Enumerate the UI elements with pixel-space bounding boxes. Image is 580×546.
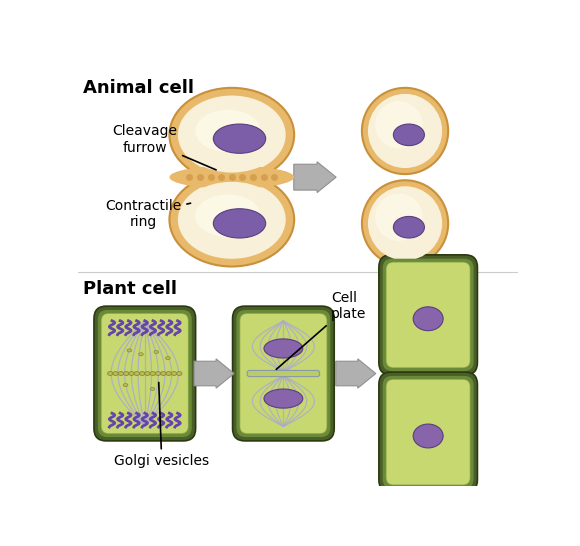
FancyBboxPatch shape bbox=[101, 313, 188, 434]
Ellipse shape bbox=[375, 193, 423, 241]
Text: Golgi vesicles: Golgi vesicles bbox=[114, 382, 209, 468]
Ellipse shape bbox=[108, 372, 113, 376]
FancyBboxPatch shape bbox=[386, 262, 470, 368]
Ellipse shape bbox=[166, 372, 171, 376]
Ellipse shape bbox=[113, 372, 118, 376]
Ellipse shape bbox=[178, 180, 286, 259]
Ellipse shape bbox=[139, 372, 145, 376]
Ellipse shape bbox=[362, 88, 448, 174]
Ellipse shape bbox=[123, 383, 128, 387]
FancyBboxPatch shape bbox=[237, 310, 331, 437]
Ellipse shape bbox=[169, 173, 294, 266]
Ellipse shape bbox=[178, 96, 286, 174]
Ellipse shape bbox=[413, 424, 443, 448]
Ellipse shape bbox=[139, 353, 143, 356]
Ellipse shape bbox=[118, 372, 124, 376]
FancyBboxPatch shape bbox=[386, 380, 470, 484]
FancyBboxPatch shape bbox=[379, 372, 477, 492]
FancyBboxPatch shape bbox=[240, 313, 327, 434]
Text: Cell
plate: Cell plate bbox=[276, 291, 367, 370]
Ellipse shape bbox=[393, 124, 425, 146]
Ellipse shape bbox=[134, 372, 140, 376]
FancyBboxPatch shape bbox=[379, 255, 477, 375]
FancyBboxPatch shape bbox=[98, 310, 192, 437]
Ellipse shape bbox=[165, 357, 170, 360]
Ellipse shape bbox=[124, 372, 129, 376]
FancyBboxPatch shape bbox=[386, 379, 470, 485]
Ellipse shape bbox=[129, 372, 134, 376]
Polygon shape bbox=[194, 359, 234, 388]
Ellipse shape bbox=[127, 349, 132, 352]
Ellipse shape bbox=[179, 182, 285, 257]
Ellipse shape bbox=[362, 180, 448, 266]
FancyBboxPatch shape bbox=[233, 306, 334, 441]
Text: Plant cell: Plant cell bbox=[83, 280, 177, 298]
Ellipse shape bbox=[195, 194, 260, 237]
Text: Animal cell: Animal cell bbox=[83, 79, 194, 97]
FancyBboxPatch shape bbox=[383, 259, 474, 371]
FancyBboxPatch shape bbox=[102, 314, 188, 433]
Ellipse shape bbox=[179, 97, 285, 173]
Ellipse shape bbox=[150, 387, 155, 390]
FancyBboxPatch shape bbox=[383, 376, 474, 488]
Ellipse shape bbox=[155, 372, 161, 376]
Ellipse shape bbox=[264, 339, 303, 358]
Ellipse shape bbox=[368, 94, 442, 168]
Ellipse shape bbox=[213, 124, 266, 153]
Ellipse shape bbox=[413, 307, 443, 331]
Ellipse shape bbox=[176, 372, 182, 376]
Text: Cleavage
furrow: Cleavage furrow bbox=[113, 124, 216, 170]
Ellipse shape bbox=[264, 389, 303, 408]
FancyBboxPatch shape bbox=[247, 370, 320, 377]
FancyBboxPatch shape bbox=[240, 314, 327, 433]
Ellipse shape bbox=[154, 351, 159, 353]
Ellipse shape bbox=[375, 101, 423, 149]
Ellipse shape bbox=[368, 186, 442, 260]
Ellipse shape bbox=[393, 216, 425, 238]
Ellipse shape bbox=[169, 88, 294, 182]
Ellipse shape bbox=[213, 209, 266, 238]
Ellipse shape bbox=[171, 372, 177, 376]
Ellipse shape bbox=[169, 165, 294, 189]
Ellipse shape bbox=[145, 372, 150, 376]
Text: Contractile
ring: Contractile ring bbox=[105, 199, 191, 229]
Polygon shape bbox=[294, 162, 336, 193]
Ellipse shape bbox=[161, 372, 166, 376]
Ellipse shape bbox=[195, 110, 260, 152]
FancyBboxPatch shape bbox=[386, 263, 470, 367]
FancyBboxPatch shape bbox=[94, 306, 195, 441]
Ellipse shape bbox=[150, 372, 155, 376]
Polygon shape bbox=[336, 359, 376, 388]
